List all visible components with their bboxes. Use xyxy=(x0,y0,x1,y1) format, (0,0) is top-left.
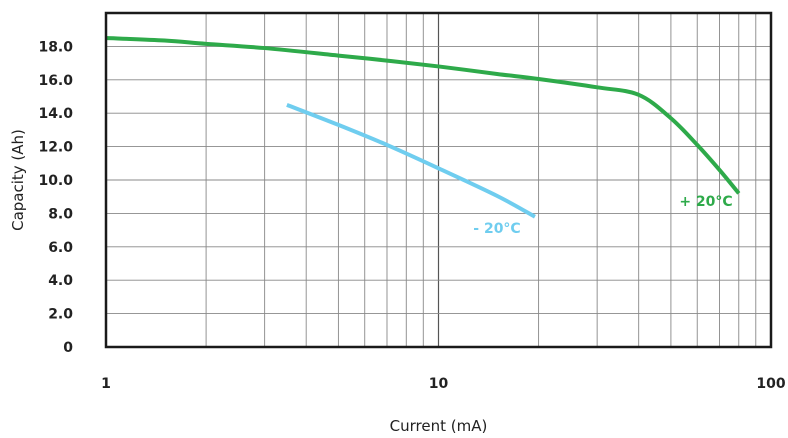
x-tick-label: 1 xyxy=(101,376,111,392)
y-tick-labels: 0 2.0 4.0 6.0 8.0 10.0 12.0 14.0 16.0 18.0 xyxy=(38,39,73,356)
y-tick-label: 0 xyxy=(63,340,73,356)
y-tick-label: 12.0 xyxy=(38,140,73,156)
series-label: + 20°C xyxy=(679,194,732,210)
y-tick-label: 16.0 xyxy=(38,73,73,89)
y-tick-label: 8.0 xyxy=(48,206,73,222)
y-tick-label: 14.0 xyxy=(38,106,73,122)
series-lines xyxy=(105,36,741,219)
y-tick-label: 4.0 xyxy=(48,273,73,289)
series-label: - 20°C xyxy=(473,221,520,237)
x-tick-label: 100 xyxy=(756,376,785,392)
plot-frame xyxy=(104,11,773,349)
x-axis-title: Current (mA) xyxy=(390,417,488,435)
x-tick-label: 10 xyxy=(429,376,449,392)
y-tick-label: 10.0 xyxy=(38,173,73,189)
series-line xyxy=(105,36,741,195)
series-line xyxy=(286,102,536,219)
y-tick-label: 18.0 xyxy=(38,39,73,55)
y-tick-label: 2.0 xyxy=(48,307,73,323)
x-tick-labels: 1 10 100 xyxy=(101,376,786,392)
grid xyxy=(106,13,771,347)
series-labels: + 20°C - 20°C xyxy=(473,194,732,237)
y-axis-title: Capacity (Ah) xyxy=(9,129,27,231)
y-tick-label: 6.0 xyxy=(48,240,73,256)
